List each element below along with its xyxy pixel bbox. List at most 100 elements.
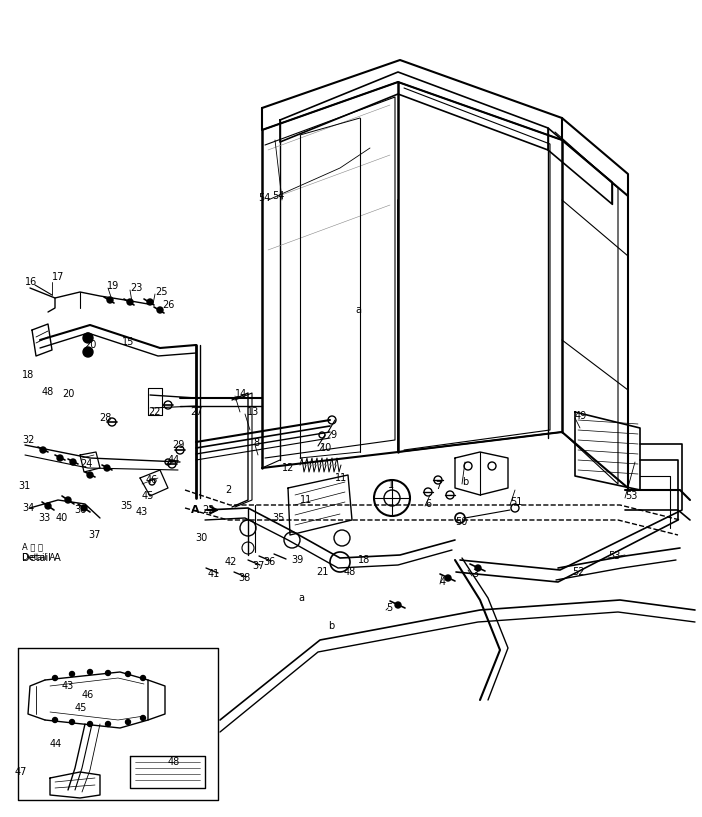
Text: 42: 42 [225,557,237,567]
Text: 37: 37 [88,530,100,540]
Text: 34: 34 [22,503,34,513]
Text: 50: 50 [455,517,468,527]
Text: 6: 6 [425,499,431,509]
Circle shape [105,721,110,726]
Text: 35: 35 [120,501,133,511]
Text: 44: 44 [50,739,62,749]
Text: 46: 46 [146,475,158,485]
Text: 19: 19 [107,281,119,291]
Circle shape [157,307,163,313]
Text: 21: 21 [316,567,329,577]
Text: 11: 11 [335,473,347,483]
Text: 29: 29 [172,440,185,450]
Text: 45: 45 [142,491,154,501]
Text: 39: 39 [291,555,303,565]
Text: 4: 4 [440,577,446,587]
Text: 3: 3 [472,569,478,579]
Text: 20: 20 [84,340,96,350]
Text: 35: 35 [272,513,284,523]
Text: a: a [355,305,361,315]
Text: 10: 10 [320,443,332,453]
Circle shape [127,299,133,305]
Text: 31: 31 [18,481,30,491]
Text: 11: 11 [300,495,312,505]
Text: 51: 51 [510,497,522,507]
Circle shape [107,297,113,303]
Circle shape [70,459,76,465]
Circle shape [140,676,145,681]
Text: Detail A: Detail A [22,553,61,563]
Text: 26: 26 [162,300,174,310]
Circle shape [140,716,145,721]
Circle shape [475,565,481,571]
Text: 15: 15 [122,337,134,347]
Text: 36: 36 [74,505,86,515]
Text: 27: 27 [190,407,202,417]
Text: 30: 30 [195,533,207,543]
Text: 22: 22 [202,505,215,515]
Text: 12: 12 [282,463,294,473]
Text: 45: 45 [75,703,87,713]
Text: 48: 48 [344,567,356,577]
Text: A: A [192,505,200,515]
Circle shape [104,465,110,471]
Text: 38: 38 [238,573,250,583]
Circle shape [45,503,51,509]
Text: 40: 40 [56,513,68,523]
Text: b: b [328,621,334,631]
Text: 1: 1 [388,480,394,490]
Text: 8: 8 [253,438,259,448]
Circle shape [83,333,93,343]
Circle shape [126,672,131,676]
Circle shape [81,505,87,511]
Text: 9: 9 [330,430,336,440]
Text: 53: 53 [625,491,637,501]
Text: 17: 17 [52,272,65,282]
Text: 41: 41 [208,569,220,579]
Text: 23: 23 [130,283,143,293]
Text: 54: 54 [258,193,270,203]
Text: 46: 46 [82,690,94,700]
Circle shape [40,447,46,453]
Circle shape [445,575,451,581]
Text: Detail A: Detail A [22,552,55,561]
Text: 47: 47 [15,767,27,777]
Text: 18: 18 [358,555,370,565]
Text: 43: 43 [62,681,74,691]
Text: 49: 49 [575,411,588,421]
Circle shape [69,672,74,676]
Circle shape [53,676,58,681]
Text: 2: 2 [225,485,231,495]
Text: 20: 20 [62,389,74,399]
Text: A 矢 俯: A 矢 俯 [22,542,43,551]
Text: 13: 13 [247,407,259,417]
Text: 5: 5 [386,603,392,613]
Text: 24: 24 [80,459,93,469]
Circle shape [69,720,74,725]
Text: 36: 36 [263,557,275,567]
Text: 28: 28 [99,413,112,423]
Circle shape [87,472,93,478]
Text: 33: 33 [38,513,51,523]
Text: 53: 53 [608,551,621,561]
Text: 54: 54 [272,191,284,201]
Text: 48: 48 [168,757,180,767]
Circle shape [88,669,93,675]
Text: 25: 25 [155,287,168,297]
Text: 52: 52 [572,567,585,577]
Text: 32: 32 [22,435,34,445]
Text: 48: 48 [42,387,54,397]
Text: a: a [298,593,304,603]
Circle shape [126,720,131,725]
Circle shape [65,497,71,503]
Text: 7: 7 [435,481,442,491]
Circle shape [88,721,93,726]
Text: 22: 22 [148,407,161,417]
Text: 16: 16 [25,277,37,287]
Text: 18: 18 [22,370,34,380]
Circle shape [83,347,93,357]
Circle shape [105,671,110,676]
Circle shape [147,299,153,305]
Text: 14: 14 [235,389,247,399]
Circle shape [53,717,58,722]
